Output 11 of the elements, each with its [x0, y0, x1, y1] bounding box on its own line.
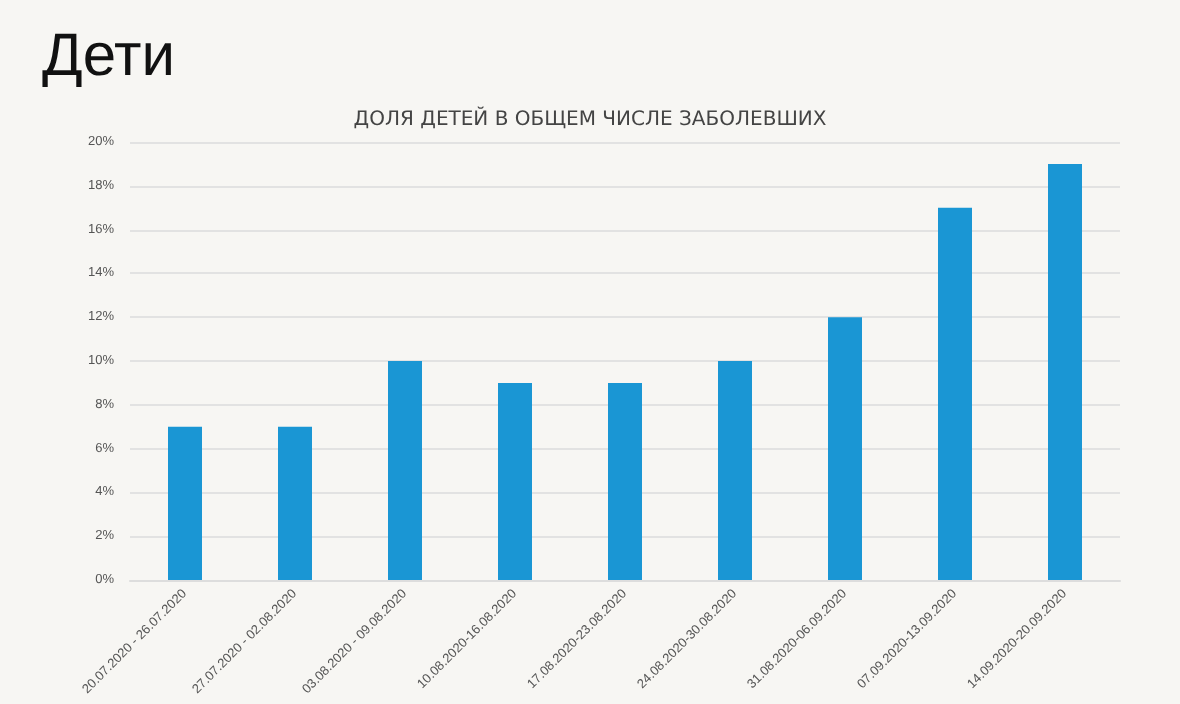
bar — [278, 426, 312, 580]
bar — [828, 317, 862, 580]
bar — [1048, 163, 1082, 580]
bar — [168, 426, 202, 580]
bar — [938, 207, 972, 580]
bar — [498, 382, 532, 580]
bar — [718, 361, 752, 580]
chart-title: Дети — [42, 23, 176, 89]
bar — [608, 382, 642, 580]
chart-subtitle: ДОЛЯ ДЕТЕЙ В ОБЩЕМ ЧИСЛЕ ЗАБОЛЕВШИХ — [353, 105, 827, 131]
bar — [388, 361, 422, 580]
